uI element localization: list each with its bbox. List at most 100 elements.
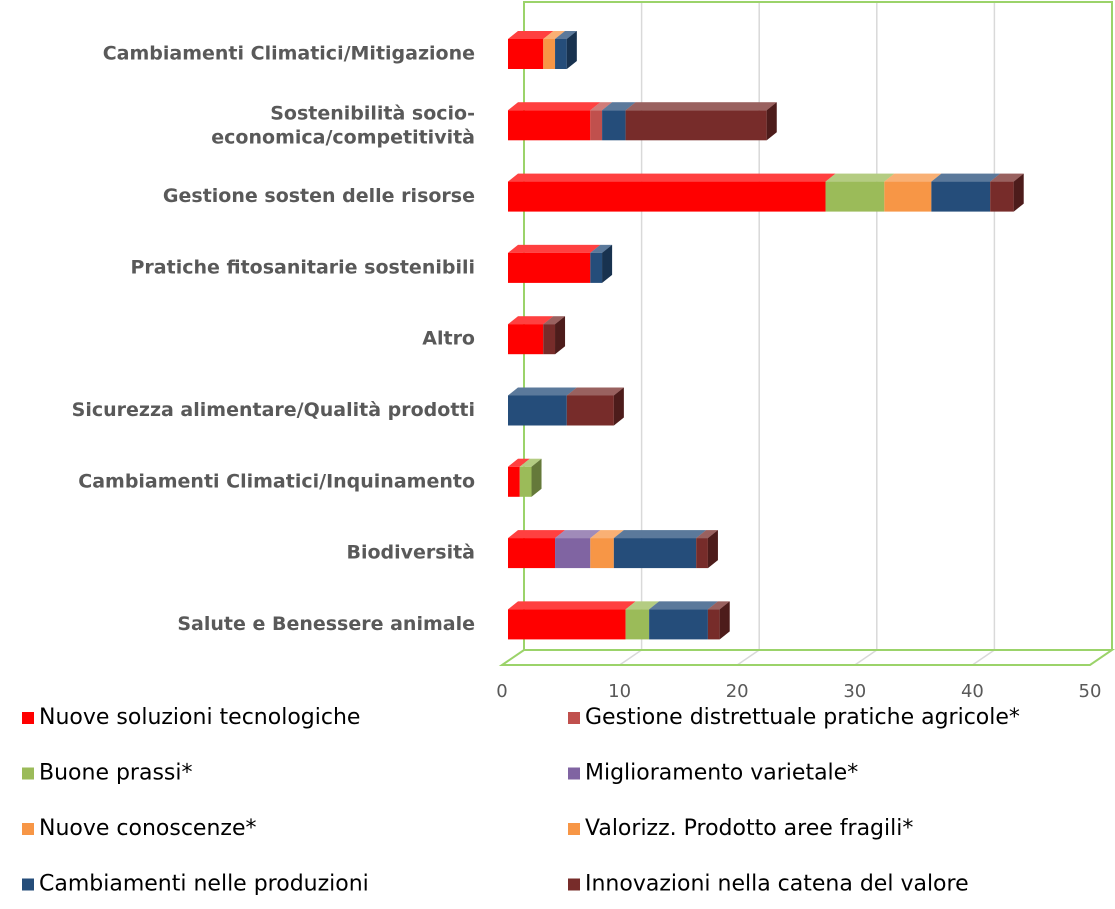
bar bbox=[590, 538, 614, 569]
bar bbox=[508, 181, 826, 212]
grid-line-floor bbox=[619, 649, 643, 666]
x-tick-label: 30 bbox=[843, 681, 866, 702]
legend-label: Gestione distrettuale pratiche agricole* bbox=[585, 705, 1020, 730]
bar-top bbox=[590, 102, 613, 111]
bar-top bbox=[931, 173, 1001, 182]
bar-side bbox=[566, 31, 577, 69]
legend-label: Nuove conoscenze* bbox=[39, 816, 257, 841]
x-tick-label: 50 bbox=[1079, 681, 1102, 702]
bar-side-shade bbox=[1013, 173, 1024, 212]
bar bbox=[625, 609, 650, 640]
bar bbox=[590, 110, 603, 141]
bar-top-shade bbox=[590, 530, 624, 539]
bar bbox=[508, 252, 591, 283]
x-tick-label: 40 bbox=[961, 681, 984, 702]
bar bbox=[613, 538, 697, 569]
bar bbox=[625, 110, 767, 141]
bar-side bbox=[555, 316, 566, 355]
grid-line-floor bbox=[736, 649, 760, 666]
bar-top bbox=[696, 530, 718, 539]
x-tick-label: 10 bbox=[608, 681, 631, 702]
bar bbox=[508, 110, 591, 141]
legend-swatch bbox=[22, 767, 34, 780]
bar-top-shade bbox=[707, 601, 730, 610]
bar-top bbox=[649, 601, 718, 610]
bar-side bbox=[707, 530, 718, 569]
bar-top-shade bbox=[508, 316, 554, 325]
bar-side-shade bbox=[602, 244, 613, 283]
bar-top bbox=[543, 316, 566, 325]
bar-top-shade bbox=[625, 601, 660, 610]
bar bbox=[590, 252, 603, 283]
category-label: Sicurezza alimentare/Qualità prodotti bbox=[72, 399, 475, 421]
bar-top-shade bbox=[590, 244, 613, 253]
bar-top-shade bbox=[508, 31, 554, 39]
legend-label: Nuove soluzioni tecnologiche bbox=[39, 705, 360, 730]
bar-side-shade bbox=[555, 316, 566, 355]
bar-top bbox=[990, 173, 1024, 182]
bar-side-shade bbox=[613, 387, 624, 426]
bar-top-shade bbox=[625, 102, 777, 111]
category-label: Altro bbox=[422, 328, 475, 350]
legend-swatch bbox=[22, 878, 34, 891]
legend-swatch bbox=[568, 878, 580, 891]
bar-top-shade bbox=[508, 173, 836, 182]
grid-line-floor bbox=[854, 649, 878, 666]
bar bbox=[508, 609, 626, 640]
legend-label: Valorizz. Prodotto aree fragili* bbox=[585, 816, 913, 841]
bar-top bbox=[602, 102, 636, 111]
bar-side-shade bbox=[531, 458, 542, 497]
bar-top-shade bbox=[884, 173, 942, 182]
bar bbox=[696, 538, 708, 569]
bar-top bbox=[555, 530, 601, 539]
bar-top-shade bbox=[508, 530, 566, 539]
bar-side-shade bbox=[766, 102, 777, 141]
legend-label: Miglioramento varietale* bbox=[585, 761, 858, 786]
bar-side-shade bbox=[719, 601, 730, 640]
bar-top bbox=[613, 530, 707, 539]
bar-side bbox=[613, 387, 624, 426]
floor bbox=[498, 649, 1115, 666]
category-label: Gestione sosten delle risorse bbox=[163, 185, 475, 207]
bar-top bbox=[508, 244, 601, 253]
bar-top-shade bbox=[649, 601, 718, 610]
bar-top-shade bbox=[590, 102, 613, 111]
bar bbox=[508, 395, 567, 426]
bar-top-shade bbox=[508, 458, 530, 467]
bar-side bbox=[602, 244, 613, 283]
bar bbox=[602, 110, 626, 141]
legend-swatch bbox=[22, 823, 34, 835]
bar bbox=[543, 39, 556, 69]
bar-side-shade bbox=[707, 530, 718, 569]
bar-top bbox=[707, 601, 730, 610]
bar-top-shade bbox=[825, 173, 895, 182]
bar-top bbox=[590, 530, 624, 539]
bar-top-shade bbox=[931, 173, 1001, 182]
bar bbox=[884, 181, 932, 212]
bar bbox=[707, 609, 720, 640]
bar-top bbox=[508, 316, 554, 325]
legend-label: Cambiamenti nelle produzioni bbox=[39, 872, 369, 897]
bar-top bbox=[555, 31, 577, 39]
bar-top bbox=[825, 173, 895, 182]
bar-top-shade bbox=[508, 387, 577, 396]
legend-swatch bbox=[568, 823, 580, 835]
bar bbox=[825, 181, 885, 212]
bar-top-shade bbox=[543, 316, 566, 325]
bar-top bbox=[543, 31, 566, 39]
bar-side bbox=[719, 601, 730, 640]
bar bbox=[508, 324, 544, 355]
bar-top-shade bbox=[508, 601, 636, 610]
x-tick-label: 0 bbox=[496, 681, 507, 702]
category-label: Cambiamenti Climatici/Inquinamento bbox=[78, 470, 475, 492]
bar-top-shade bbox=[543, 31, 566, 39]
bar-top-shade bbox=[696, 530, 718, 539]
bar-top bbox=[508, 458, 530, 467]
bar-top bbox=[508, 31, 554, 39]
bar bbox=[508, 39, 544, 69]
bar-top bbox=[508, 102, 601, 111]
bar bbox=[931, 181, 991, 212]
bar-side bbox=[766, 102, 777, 141]
bar-top-shade bbox=[613, 530, 707, 539]
